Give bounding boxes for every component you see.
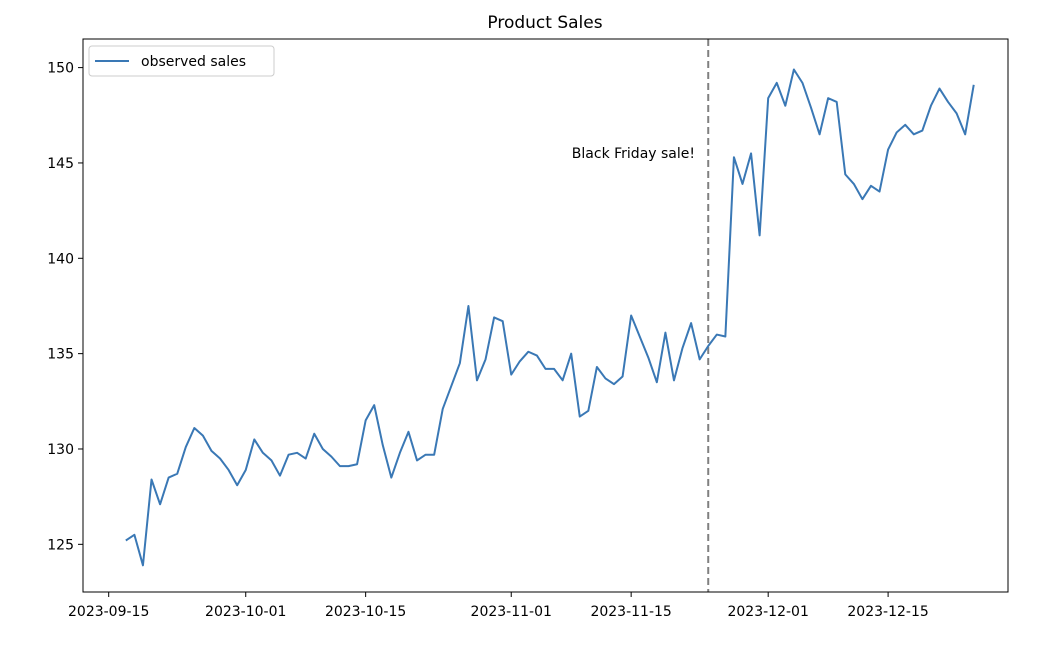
y-tick-label: 140 [47,251,74,267]
y-tick-label: 145 [47,156,74,172]
y-tick-label: 125 [47,537,74,553]
legend-box [88,45,275,77]
legend-label-observed-sales: observed sales [141,54,246,70]
y-tick-label: 135 [47,347,74,363]
y-tick-label: 130 [47,442,74,458]
x-tick-label: 2023-12-15 [847,604,928,620]
plot-frame [82,38,1009,593]
x-tick-label: 2023-10-01 [205,604,286,620]
x-tick-label: 2023-11-15 [590,604,671,620]
annotation-black-friday: Black Friday sale! [572,146,695,162]
chart-title: Product Sales [487,13,602,33]
series-line-observed-sales [125,68,975,567]
x-tick-label: 2023-09-15 [68,604,149,620]
legend: observed sales [88,45,275,77]
x-tick-label: 2023-10-15 [325,604,406,620]
chart-marks: 125 130 135 140 145 150 2023-09-15 2023-10-01 20… [47,39,975,620]
x-tick-label: 2023-12-01 [727,604,808,620]
y-tick-label: 150 [47,61,74,77]
x-tick-label: 2023-11-01 [471,604,552,620]
